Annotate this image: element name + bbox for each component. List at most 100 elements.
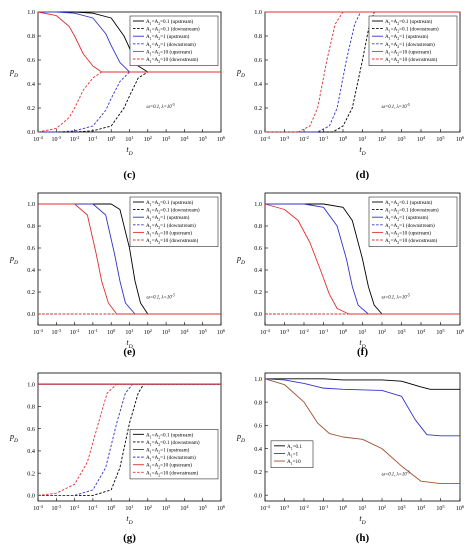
x-tick-label: 10-1 (88, 504, 98, 513)
x-tick-label: 104 (180, 135, 189, 144)
legend-label-1: A1=A2=0.1 (downstream) (146, 439, 200, 447)
legend-label-4: A1=A2=10 (upstream) (146, 229, 192, 237)
x-tick-label: 102 (378, 328, 386, 337)
legend-label-2: A1=10 (287, 459, 301, 466)
x-tick-label: 10-2 (299, 504, 309, 513)
legend-label-3: A1=A2=1 (downstream) (146, 222, 196, 230)
series-line-1 (38, 71, 221, 133)
legend-label-1: A1=A2=0.1 (downstream) (146, 207, 200, 215)
legend-frame (129, 196, 219, 247)
legend-label-4: A1=A2=10 (upstream) (385, 48, 431, 56)
y-axis-label: pD (9, 432, 18, 444)
y-tick-label: 0.2 (27, 105, 35, 112)
legend-label-2: A1=A2=1 (upstream) (385, 33, 429, 41)
legend-frame (129, 429, 219, 480)
y-tick-label: 0.8 (27, 33, 35, 40)
x-tick-label: 10-3 (52, 504, 62, 513)
series-line-4 (264, 203, 460, 315)
y-tick-label: 0.6 (27, 57, 35, 64)
x-tick-label: 103 (162, 504, 170, 513)
legend: A1=A2=0.1 (upstream)A1=A2=0.1 (downstrea… (368, 15, 458, 66)
x-tick-label: 104 (180, 328, 189, 337)
legend-frame (368, 196, 458, 247)
x-tick-label: 10-1 (319, 504, 329, 513)
x-tick-label: 10-3 (280, 328, 290, 337)
series-line-3 (38, 71, 221, 133)
legend-label-0: A1=A2=0.1 (upstream) (146, 199, 194, 207)
x-axis-label: tD (359, 514, 365, 526)
legend-label-5: A1=A2=10 (downstream) (146, 237, 199, 245)
x-tick-label: 100 (107, 504, 115, 513)
legend-label-0: A1=A2=0.1 (upstream) (385, 199, 433, 207)
x-tick-label: 103 (397, 504, 405, 513)
y-tick-label: 1.0 (27, 381, 35, 388)
x-tick-label: 101 (358, 328, 366, 337)
x-tick-label: 10-1 (88, 135, 98, 144)
y-tick-label: 0.2 (27, 470, 35, 477)
x-tick-label: 106 (217, 504, 226, 513)
y-tick-label: 0.2 (254, 105, 262, 112)
x-tick-label: 100 (339, 135, 347, 144)
series-line-4 (38, 203, 221, 315)
legend-label-0: A1=A2=0.1 (upstream) (146, 18, 194, 26)
x-tick-label: 106 (456, 135, 465, 144)
series-line-0 (265, 203, 460, 315)
x-tick-label: 10-2 (70, 328, 80, 337)
y-tick-label: 0.6 (27, 245, 35, 252)
panel-label: (h) (356, 532, 370, 544)
x-tick-label: 10-4 (260, 135, 270, 144)
series-line-5 (37, 383, 221, 496)
x-tick-label: 101 (125, 135, 133, 144)
legend-label-4: A1=A2=10 (upstream) (385, 229, 431, 237)
legend: A1=A2=0.1 (upstream)A1=A2=0.1 (downstrea… (129, 196, 219, 247)
parameter-annotation: ω=0.1, λ=10-5 (382, 103, 410, 110)
x-tick-label: 105 (436, 328, 444, 337)
panel-label: (c) (123, 169, 136, 181)
x-tick-label: 10-1 (319, 135, 329, 144)
series-line-0 (38, 11, 221, 73)
legend-label-4: A1=A2=10 (upstream) (146, 462, 192, 470)
x-tick-label: 103 (162, 328, 170, 337)
x-axis-label: tD (126, 514, 132, 526)
y-axis-label: pD (236, 67, 245, 79)
y-tick-label: 1.0 (27, 9, 35, 16)
y-tick-label: 1.0 (254, 201, 262, 208)
y-tick-label: 0.2 (254, 289, 262, 296)
legend: A1=A2=0.1 (upstream)A1=A2=0.1 (downstrea… (129, 429, 219, 480)
series-line-2 (265, 203, 460, 315)
legend-label-1: A1=A2=0.1 (downstream) (146, 26, 200, 34)
y-tick-label: 0.4 (27, 81, 35, 88)
chart-panel-1: 0.0 0.2 0.4 0.6 0.8 1.0 10-4 10-3 10-2 10-1 100 101… (236, 9, 465, 157)
x-tick-label: 105 (199, 328, 207, 337)
series-line-5 (37, 71, 221, 133)
x-tick-label: 102 (144, 135, 152, 144)
plot-frame (264, 372, 461, 502)
x-tick-label: 105 (199, 504, 207, 513)
series-line-2 (264, 378, 460, 484)
y-tick-label: 0.0 (27, 493, 35, 500)
x-tick-label: 101 (125, 504, 133, 513)
legend-label-2: A1=A2=1 (upstream) (146, 33, 190, 41)
legend-label-0: A1=A2=0.1 (upstream) (146, 431, 194, 439)
x-tick-label: 10-4 (260, 504, 270, 513)
legend-label-5: A1=A2=10 (downstream) (385, 56, 438, 64)
y-tick-label: 0.4 (27, 267, 35, 274)
x-tick-label: 104 (180, 504, 189, 513)
series-line-0 (38, 203, 221, 315)
series-line-5 (265, 11, 460, 133)
series-line-4 (37, 11, 221, 73)
legend-frame (270, 440, 314, 468)
legend-label-2: A1=A2=1 (upstream) (146, 214, 190, 222)
series-line-2 (38, 203, 221, 315)
x-tick-label: 100 (107, 135, 115, 144)
y-tick-label: 0.6 (27, 426, 35, 433)
series-line-2 (38, 11, 221, 73)
series-line-1 (265, 11, 460, 133)
y-tick-label: 1.0 (27, 201, 35, 208)
panel-label: (f) (357, 346, 368, 358)
x-tick-label: 10-1 (88, 328, 98, 337)
x-tick-label: 10-3 (52, 135, 62, 144)
legend-label-5: A1=A2=10 (downstream) (146, 56, 199, 64)
x-tick-label: 106 (456, 504, 465, 513)
